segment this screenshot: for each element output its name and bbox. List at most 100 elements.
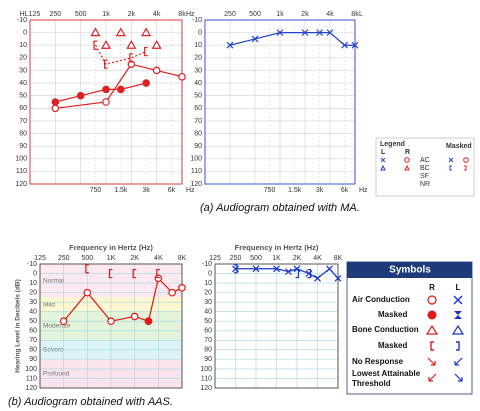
y-tick-label: 30: [19, 67, 27, 74]
chart-title: Frequency in Hertz (Hz): [235, 243, 319, 252]
symbol-icon: [456, 341, 460, 351]
symbol-icon: [427, 310, 437, 320]
legend-row: AC: [420, 157, 430, 164]
y-axis-label: Hearing Level in Decibels (dB): [15, 279, 22, 373]
legend-row: SF: [420, 173, 429, 180]
marker: [252, 265, 260, 273]
legend-symbol: [464, 165, 467, 171]
legend-symbol: [380, 157, 386, 163]
band-label: Profound: [43, 370, 70, 377]
y-tick-label: 10: [194, 42, 202, 49]
y-tick-label: 80: [194, 130, 202, 137]
y-tick-label: 20: [19, 55, 27, 62]
symbols-left: L: [456, 283, 461, 292]
marker: [76, 91, 85, 100]
y-tick-label: 110: [26, 375, 37, 382]
marker: [326, 29, 334, 37]
x-tick-label: 250: [224, 11, 236, 18]
marker: [276, 29, 284, 37]
x-tick-label: 250: [49, 11, 61, 18]
symbol-icon: [425, 324, 439, 335]
y-tick-label: 80: [204, 347, 212, 354]
marker: [130, 312, 139, 321]
y-tick-label: 100: [25, 366, 37, 373]
x-tick-label: 2k: [128, 11, 136, 18]
x-tick-label: 500: [250, 255, 262, 262]
plot-frame: [39, 263, 183, 389]
symbols-row: No Response: [352, 357, 404, 366]
y-tick-label: 30: [29, 299, 37, 306]
band-label: Mild: [43, 301, 55, 308]
marker: [314, 274, 321, 282]
legend-title: Legend: [380, 141, 405, 148]
symbols-right: R: [429, 283, 435, 292]
marker: [141, 27, 152, 37]
symbols-row: Threshold: [352, 379, 391, 388]
marker: [126, 40, 137, 49]
y-tick-label: 60: [204, 328, 212, 335]
marker: [93, 40, 97, 50]
y-tick-label: 100: [15, 156, 27, 163]
y-tick-label: 70: [29, 337, 37, 344]
marker: [285, 268, 292, 276]
marker: [307, 268, 312, 279]
x-tick-label: 1K: [107, 255, 116, 262]
x-tick-label: 4K: [154, 255, 163, 262]
marker: [142, 79, 150, 87]
y-tick-label: 120: [25, 385, 37, 392]
marker: [129, 53, 133, 63]
marker: [115, 27, 126, 37]
marker: [295, 268, 300, 279]
chart: -10 0 10 20 30 40 50 60 70 80 90 100 110 120 250 500 1k 2…: [190, 11, 368, 194]
y-tick-label: 60: [19, 105, 27, 112]
symbol-icon: [451, 324, 465, 335]
x-tick-label: 250: [58, 255, 70, 262]
symbol-icon: [430, 341, 434, 351]
x-unit: Hz: [186, 187, 195, 194]
x-tick-label: 1k: [102, 11, 110, 18]
marker: [334, 274, 342, 282]
x-tick-label: 2K: [293, 255, 302, 262]
plot-frame: [204, 19, 356, 185]
marker: [351, 41, 359, 49]
y-tick-label: 40: [194, 80, 202, 87]
marker: [102, 85, 110, 94]
legend-symbol: [380, 164, 386, 171]
marker: [178, 284, 186, 292]
legend-symbol: [449, 165, 452, 171]
x-tick-label: 125: [209, 255, 221, 262]
x-unit: Hz: [359, 187, 368, 194]
caption: (b) Audiogram obtained with AAS.: [8, 396, 173, 408]
x-tick-label: 2k: [301, 11, 309, 18]
y-tick-label: 50: [204, 318, 212, 325]
y-tick-label: 10: [19, 42, 27, 49]
y-tick-label: 20: [194, 55, 202, 62]
x2-tick-label: 750: [264, 187, 276, 194]
y-tick-label: -10: [17, 17, 27, 24]
marker: [251, 35, 259, 43]
y-tick-label: 90: [19, 143, 27, 150]
symbols-header: [347, 262, 472, 278]
symbols-row: Masked: [378, 310, 407, 319]
marker: [341, 41, 349, 49]
y-tick-label: 50: [194, 93, 202, 100]
marker: [117, 85, 125, 94]
x-tick-label: 8K: [334, 255, 343, 262]
symbol-icon: [454, 311, 462, 319]
marker: [326, 265, 333, 273]
x-tick-label: 4k: [153, 11, 161, 18]
caption: (a) Audiogram obtained with MA.: [200, 202, 360, 214]
legend-a: Legend Masked L R AC BC SF NR: [375, 137, 475, 197]
y-tick-label: 0: [23, 29, 27, 36]
y-tick-label: 60: [194, 105, 202, 112]
y-tick-label: 120: [190, 181, 202, 188]
marker: [316, 29, 324, 37]
symbol-icon: [454, 373, 463, 382]
y-tick-label: 30: [204, 299, 212, 306]
x2-tick-label: 1.5k: [288, 187, 302, 194]
x-tick-label: 2K: [130, 255, 139, 262]
y-tick-label: 0: [208, 270, 212, 277]
y-tick-label: 90: [204, 356, 212, 363]
marker: [156, 268, 160, 279]
